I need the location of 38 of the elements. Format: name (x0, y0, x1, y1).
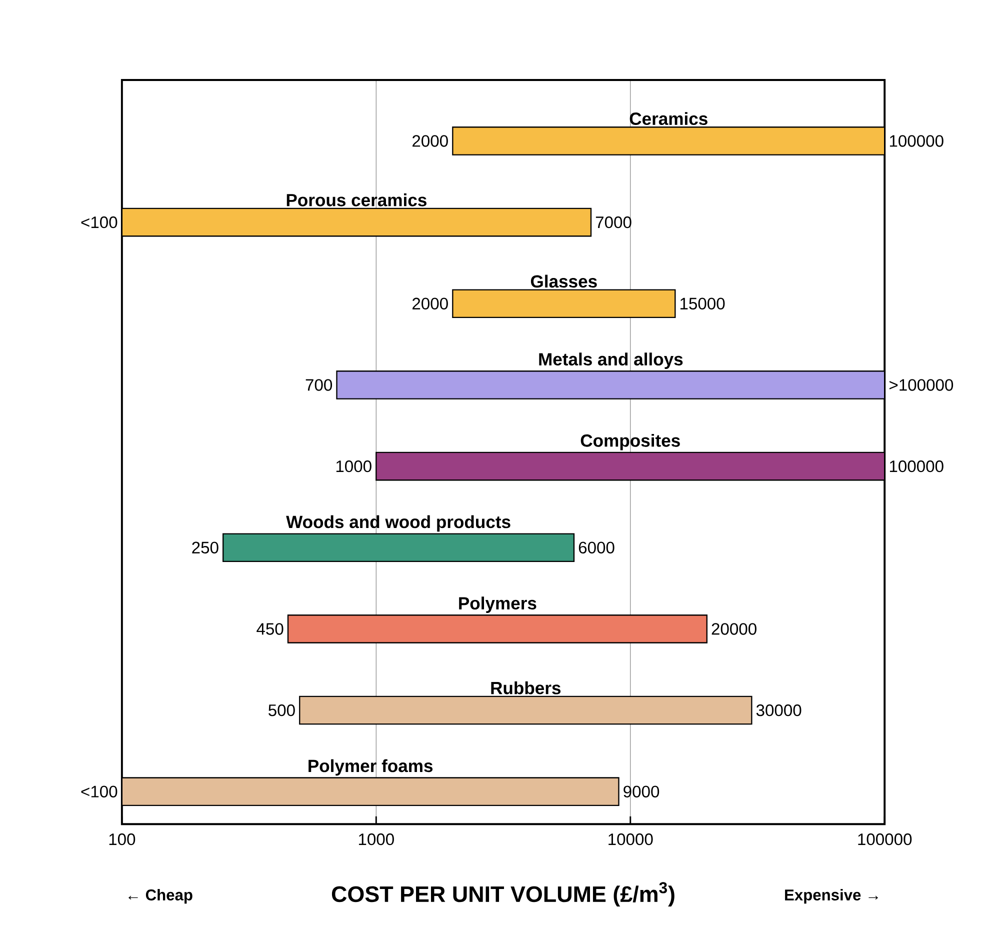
data-label: 30000 (756, 704, 802, 716)
x-tick-label: 100 (109, 833, 136, 846)
annotation: 2000 (412, 134, 448, 147)
annotation: 500 (268, 704, 295, 716)
annotation: 1000 (336, 460, 372, 472)
data-label: 20000 (712, 622, 756, 635)
x-tick-label: 10000 (608, 833, 653, 846)
x-tick-label: 1000 (358, 833, 394, 846)
y-tick-label: Rubbers (491, 681, 561, 694)
bar (299, 696, 752, 725)
data-label: 6000 (578, 542, 614, 554)
text: ← Cheap (128, 888, 192, 904)
y-tick-label: Metals and alloys (539, 352, 683, 369)
x-tick-label: 100000 (858, 833, 912, 846)
data-label: 15000 (680, 298, 725, 310)
data-label: 100000 (890, 460, 944, 472)
annotation: 2000 (412, 298, 448, 310)
y-tick-label: Glasses (530, 274, 597, 288)
bar (287, 614, 708, 644)
annotation: 450 (256, 622, 284, 635)
data-label: 9000 (624, 786, 660, 798)
y-tick-label: Polymer foams (308, 759, 433, 776)
y-tick-label: Polymers (459, 596, 536, 613)
bar (222, 533, 575, 562)
annotation: <100 (81, 216, 118, 228)
annotation: <100 (81, 786, 118, 798)
annotation: 250 (192, 542, 218, 554)
y-tick-label: Ceramics (630, 112, 708, 125)
data-label: 7000 (596, 216, 632, 228)
y-tick-label: Woods and wood products (286, 515, 510, 532)
data-label: 100000 (890, 134, 944, 147)
bar (452, 289, 676, 318)
x-axis-title: COST PER UNIT VOLUME (£/m$^{3}$) (332, 882, 674, 906)
data-label: >100000 (890, 378, 954, 391)
text: Expensive → (785, 888, 878, 904)
annotation: 700 (306, 378, 332, 391)
y-tick-label: Composites (580, 434, 680, 450)
y-tick-label: Porous ceramics (286, 193, 426, 206)
